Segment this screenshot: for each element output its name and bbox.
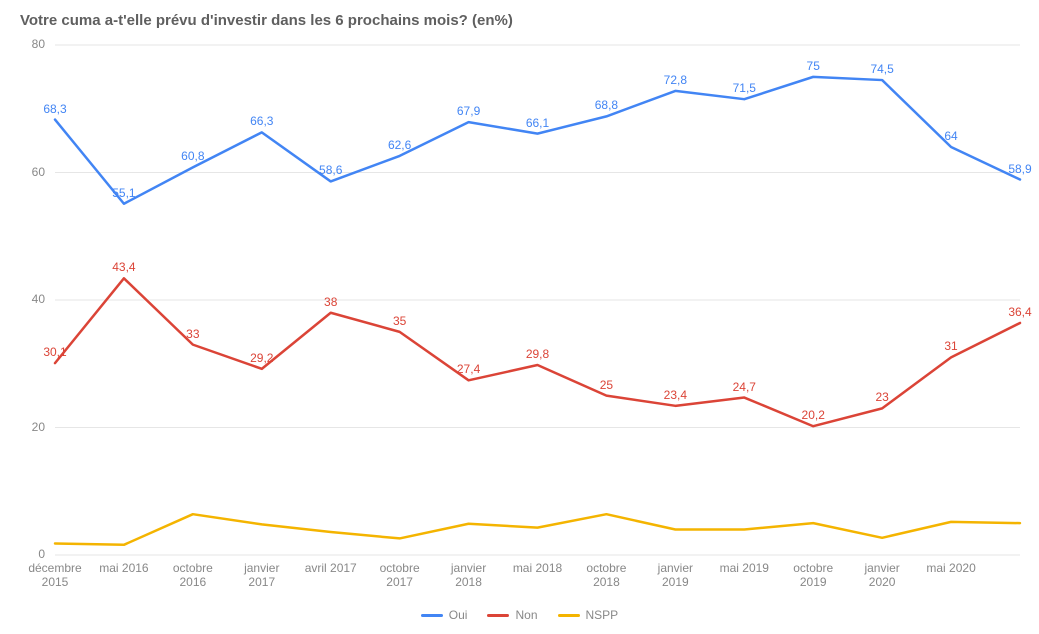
series-line-nspp xyxy=(55,514,1020,545)
data-point-label: 31 xyxy=(944,339,957,353)
x-axis-tick-label: janvier 2017 xyxy=(227,561,297,590)
legend-item-nspp[interactable]: NSPP xyxy=(558,608,619,622)
data-point-label: 68,3 xyxy=(43,102,66,116)
legend-item-non[interactable]: Non xyxy=(487,608,537,622)
y-axis-tick-label: 20 xyxy=(15,420,45,434)
data-point-label: 23,4 xyxy=(664,388,687,402)
chart-plot-area xyxy=(0,0,1039,634)
data-point-label: 23 xyxy=(875,390,888,404)
x-axis-tick-label: octobre 2017 xyxy=(365,561,435,590)
x-axis-tick-label: décembre 2015 xyxy=(20,561,90,590)
legend-swatch xyxy=(558,614,580,617)
data-point-label: 36,4 xyxy=(1008,305,1031,319)
x-axis-tick-label: avril 2017 xyxy=(296,561,366,575)
data-point-label: 62,6 xyxy=(388,138,411,152)
data-point-label: 67,9 xyxy=(457,104,480,118)
data-point-label: 71,5 xyxy=(733,81,756,95)
data-point-label: 38 xyxy=(324,295,337,309)
data-point-label: 58,6 xyxy=(319,163,342,177)
y-axis-tick-label: 0 xyxy=(15,547,45,561)
data-point-label: 43,4 xyxy=(112,260,135,274)
legend-label: Non xyxy=(515,608,537,622)
x-axis-tick-label: mai 2016 xyxy=(89,561,159,575)
data-point-label: 29,2 xyxy=(250,351,273,365)
series-line-oui xyxy=(55,77,1020,204)
data-point-label: 55,1 xyxy=(112,186,135,200)
data-point-label: 68,8 xyxy=(595,98,618,112)
data-point-label: 72,8 xyxy=(664,73,687,87)
data-point-label: 35 xyxy=(393,314,406,328)
x-axis-tick-label: janvier 2020 xyxy=(847,561,917,590)
x-axis-tick-label: janvier 2018 xyxy=(434,561,504,590)
data-point-label: 33 xyxy=(186,327,199,341)
legend-label: NSPP xyxy=(586,608,619,622)
data-point-label: 60,8 xyxy=(181,149,204,163)
x-axis-tick-label: mai 2018 xyxy=(503,561,573,575)
data-point-label: 20,2 xyxy=(802,408,825,422)
data-point-label: 24,7 xyxy=(733,380,756,394)
y-axis-tick-label: 80 xyxy=(15,37,45,51)
data-point-label: 66,3 xyxy=(250,114,273,128)
chart-container: Votre cuma a-t'elle prévu d'investir dan… xyxy=(0,0,1039,634)
data-point-label: 58,9 xyxy=(1008,162,1031,176)
x-axis-tick-label: octobre 2016 xyxy=(158,561,228,590)
x-axis-tick-label: mai 2019 xyxy=(709,561,779,575)
data-point-label: 25 xyxy=(600,378,613,392)
chart-legend: Oui Non NSPP xyxy=(0,608,1039,622)
x-axis-tick-label: mai 2020 xyxy=(916,561,986,575)
y-axis-tick-label: 60 xyxy=(15,165,45,179)
x-axis-tick-label: octobre 2019 xyxy=(778,561,848,590)
legend-swatch xyxy=(487,614,509,617)
x-axis-tick-label: octobre 2018 xyxy=(571,561,641,590)
legend-label: Oui xyxy=(449,608,468,622)
y-axis-tick-label: 40 xyxy=(15,292,45,306)
x-axis-tick-label: janvier 2019 xyxy=(640,561,710,590)
data-point-label: 74,5 xyxy=(870,62,893,76)
data-point-label: 29,8 xyxy=(526,347,549,361)
data-point-label: 30,1 xyxy=(43,345,66,359)
legend-item-oui[interactable]: Oui xyxy=(421,608,468,622)
data-point-label: 64 xyxy=(944,129,957,143)
legend-swatch xyxy=(421,614,443,617)
data-point-label: 66,1 xyxy=(526,116,549,130)
data-point-label: 75 xyxy=(807,59,820,73)
data-point-label: 27,4 xyxy=(457,362,480,376)
